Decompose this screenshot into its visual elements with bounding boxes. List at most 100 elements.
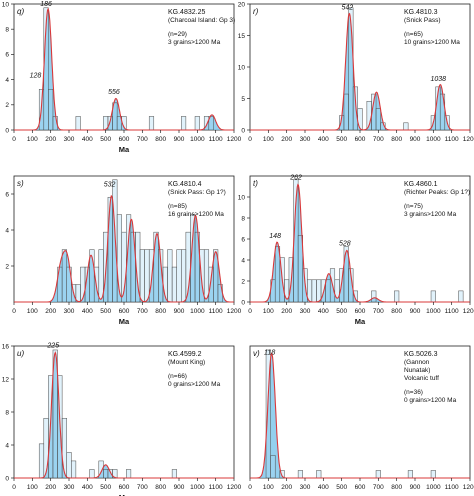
histogram-bar <box>194 116 200 131</box>
x-tick-label: 1000 <box>426 484 441 491</box>
x-tick-label: 1200 <box>463 484 474 491</box>
histogram-bar <box>430 470 436 479</box>
sample-locality: (Mount King) <box>168 359 205 366</box>
x-tick-label: 700 <box>373 308 384 315</box>
x-tick-label: 0 <box>12 484 16 491</box>
x-tick-label: 600 <box>355 308 366 315</box>
x-tick-label: 600 <box>119 308 130 315</box>
panel-letter: s) <box>17 179 24 188</box>
x-tick-label: 300 <box>64 484 75 491</box>
x-tick-label: 100 <box>263 136 274 143</box>
histogram-bar <box>311 279 317 303</box>
histogram-bar <box>48 89 54 131</box>
x-tick-label: 0 <box>248 484 252 491</box>
x-tick-label: 1200 <box>463 136 474 143</box>
y-tick-label: 0 <box>241 127 245 134</box>
y-tick-label: 0 <box>241 299 245 306</box>
panel-letter: q) <box>17 7 24 16</box>
histogram-bar <box>375 470 381 479</box>
y-tick-label: 0 <box>5 127 9 134</box>
y-tick-label: 4 <box>5 77 9 84</box>
histogram-bar <box>75 116 81 131</box>
y-tick-label: 2 <box>5 102 9 109</box>
x-tick-label: 1000 <box>190 308 205 315</box>
x-tick-label: 500 <box>100 308 111 315</box>
x-tick-label: 1100 <box>445 136 459 143</box>
histogram-bar <box>153 231 159 303</box>
y-tick-label: 6 <box>241 236 245 243</box>
x-tick-label: 100 <box>27 136 38 143</box>
y-tick-label: 2 <box>241 278 245 285</box>
x-axis-label: Ma <box>119 493 130 496</box>
x-tick-label: 900 <box>174 136 185 143</box>
x-tick-label: 100 <box>263 484 274 491</box>
sample-locality: (Gannon <box>404 359 430 366</box>
x-tick-label: 300 <box>64 136 75 143</box>
histogram-bar <box>270 455 276 479</box>
y-tick-label: 10 <box>238 194 246 201</box>
panel-letter: u) <box>17 349 24 358</box>
x-tick-label: 700 <box>137 308 148 315</box>
histogram-bar <box>458 290 464 303</box>
x-tick-label: 900 <box>410 484 421 491</box>
chart-panel-5: 0 100 200 300 400 500 600 700 800 900 1000 1100 1200… <box>248 345 474 491</box>
histogram-bar <box>71 460 77 479</box>
histogram-bar <box>352 290 358 303</box>
sample-locality: (Snick Pass) <box>404 17 440 24</box>
y-tick-label: 4 <box>241 257 245 264</box>
histogram-bar <box>181 116 187 131</box>
x-tick-label: 300 <box>300 308 311 315</box>
histogram-bar <box>66 452 72 479</box>
panel-letter: r) <box>253 7 259 16</box>
x-tick-label: 400 <box>82 308 93 315</box>
panel-letter: t) <box>253 179 258 188</box>
histogram-bar <box>75 284 81 303</box>
peak-label: 262 <box>289 174 302 181</box>
sample-id: KG.4810.3 <box>404 9 438 16</box>
y-tick-label: 5 <box>241 96 245 103</box>
x-tick-label: 1100 <box>445 308 459 315</box>
x-tick-label: 600 <box>355 484 366 491</box>
sample-locality: (Snick Pass: Gp 1?) <box>168 189 226 196</box>
histogram-bar <box>371 290 377 303</box>
sample-locality: Volcanic tuff <box>404 375 439 382</box>
histogram-bar <box>357 108 363 131</box>
excluded-grains: 0 grains>1200 Ma <box>404 397 457 404</box>
peak-label: 186 <box>40 1 52 8</box>
y-tick-label: 16 <box>2 343 10 350</box>
x-tick-label: 400 <box>318 308 329 315</box>
x-tick-label: 500 <box>100 484 111 491</box>
chart-panel-0: 0 100 200 300 400 500 600 700 800 900 1000 1100 1200… <box>2 1 242 154</box>
histogram-bar <box>403 122 409 131</box>
x-tick-label: 1100 <box>209 308 223 315</box>
x-axis-label: Ma <box>119 145 130 154</box>
sample-id: KG.4832.25 <box>168 9 205 16</box>
x-tick-label: 200 <box>45 136 56 143</box>
histogram-bar <box>61 249 67 303</box>
y-tick-label: 8 <box>5 409 9 416</box>
x-tick-label: 400 <box>82 136 93 143</box>
x-tick-label: 700 <box>137 484 148 491</box>
x-axis-label: Ma <box>119 317 130 326</box>
x-tick-label: 600 <box>355 136 366 143</box>
y-tick-label: 2 <box>5 263 9 270</box>
kde-area <box>14 9 234 130</box>
x-tick-label: 400 <box>318 484 329 491</box>
histogram-bar <box>43 417 49 479</box>
grain-count: (n=66) <box>168 373 187 380</box>
histogram-bar <box>208 266 214 303</box>
histogram-bar <box>297 470 303 479</box>
peak-label: 225 <box>46 342 59 349</box>
x-tick-label: 100 <box>27 484 38 491</box>
grain-count: (n=29) <box>168 31 187 38</box>
x-tick-label: 1000 <box>426 136 441 143</box>
x-tick-label: 0 <box>248 136 252 143</box>
y-tick-label: 6 <box>5 52 9 59</box>
histogram-bar <box>167 249 173 303</box>
x-tick-label: 800 <box>155 484 166 491</box>
x-tick-label: 300 <box>64 308 75 315</box>
histogram-bar <box>181 249 187 303</box>
histogram-bar <box>407 470 413 479</box>
histogram-bar <box>348 268 354 303</box>
grain-count: (n=85) <box>168 203 187 210</box>
